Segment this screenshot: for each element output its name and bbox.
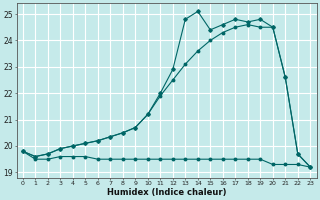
X-axis label: Humidex (Indice chaleur): Humidex (Indice chaleur) bbox=[107, 188, 226, 197]
